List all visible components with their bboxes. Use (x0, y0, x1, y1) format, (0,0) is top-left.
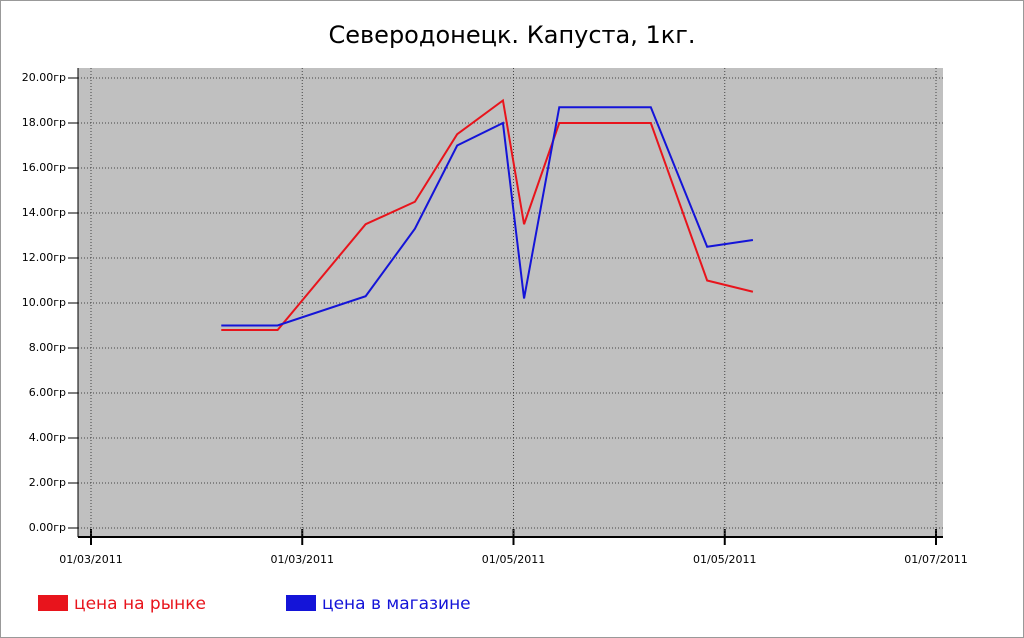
chart-title: Северодонецк. Капуста, 1кг. (329, 21, 696, 49)
y-tick-label: 14.00гр (22, 206, 66, 219)
legend-label: цена на рынке (74, 594, 206, 614)
y-tick-label: 6.00гр (29, 386, 66, 399)
x-tick-label: 01/05/2011 (693, 553, 756, 566)
x-tick-label: 01/03/2011 (271, 553, 334, 566)
legend-swatch (286, 595, 316, 611)
series-line (221, 106, 754, 327)
x-tick-label: 01/07/2011 (904, 553, 967, 566)
y-tick-label: 20.00гр (22, 71, 66, 84)
y-tick-label: 8.00гр (29, 341, 66, 354)
y-tick-label: 16.00гр (22, 161, 66, 174)
series-line (221, 98, 754, 331)
legend-label: цена в магазине (322, 594, 471, 614)
y-tick-label: 10.00гр (22, 296, 66, 309)
x-tick-label: 01/05/2011 (482, 553, 545, 566)
legend-swatch (38, 595, 68, 611)
y-tick-label: 4.00гр (29, 431, 66, 444)
y-tick-label: 12.00гр (22, 251, 66, 264)
x-tick-label: 01/03/2011 (59, 553, 122, 566)
y-tick-label: 2.00гр (29, 476, 66, 489)
y-tick-label: 18.00гр (22, 116, 66, 129)
y-tick-label: 0.00гр (29, 521, 66, 534)
